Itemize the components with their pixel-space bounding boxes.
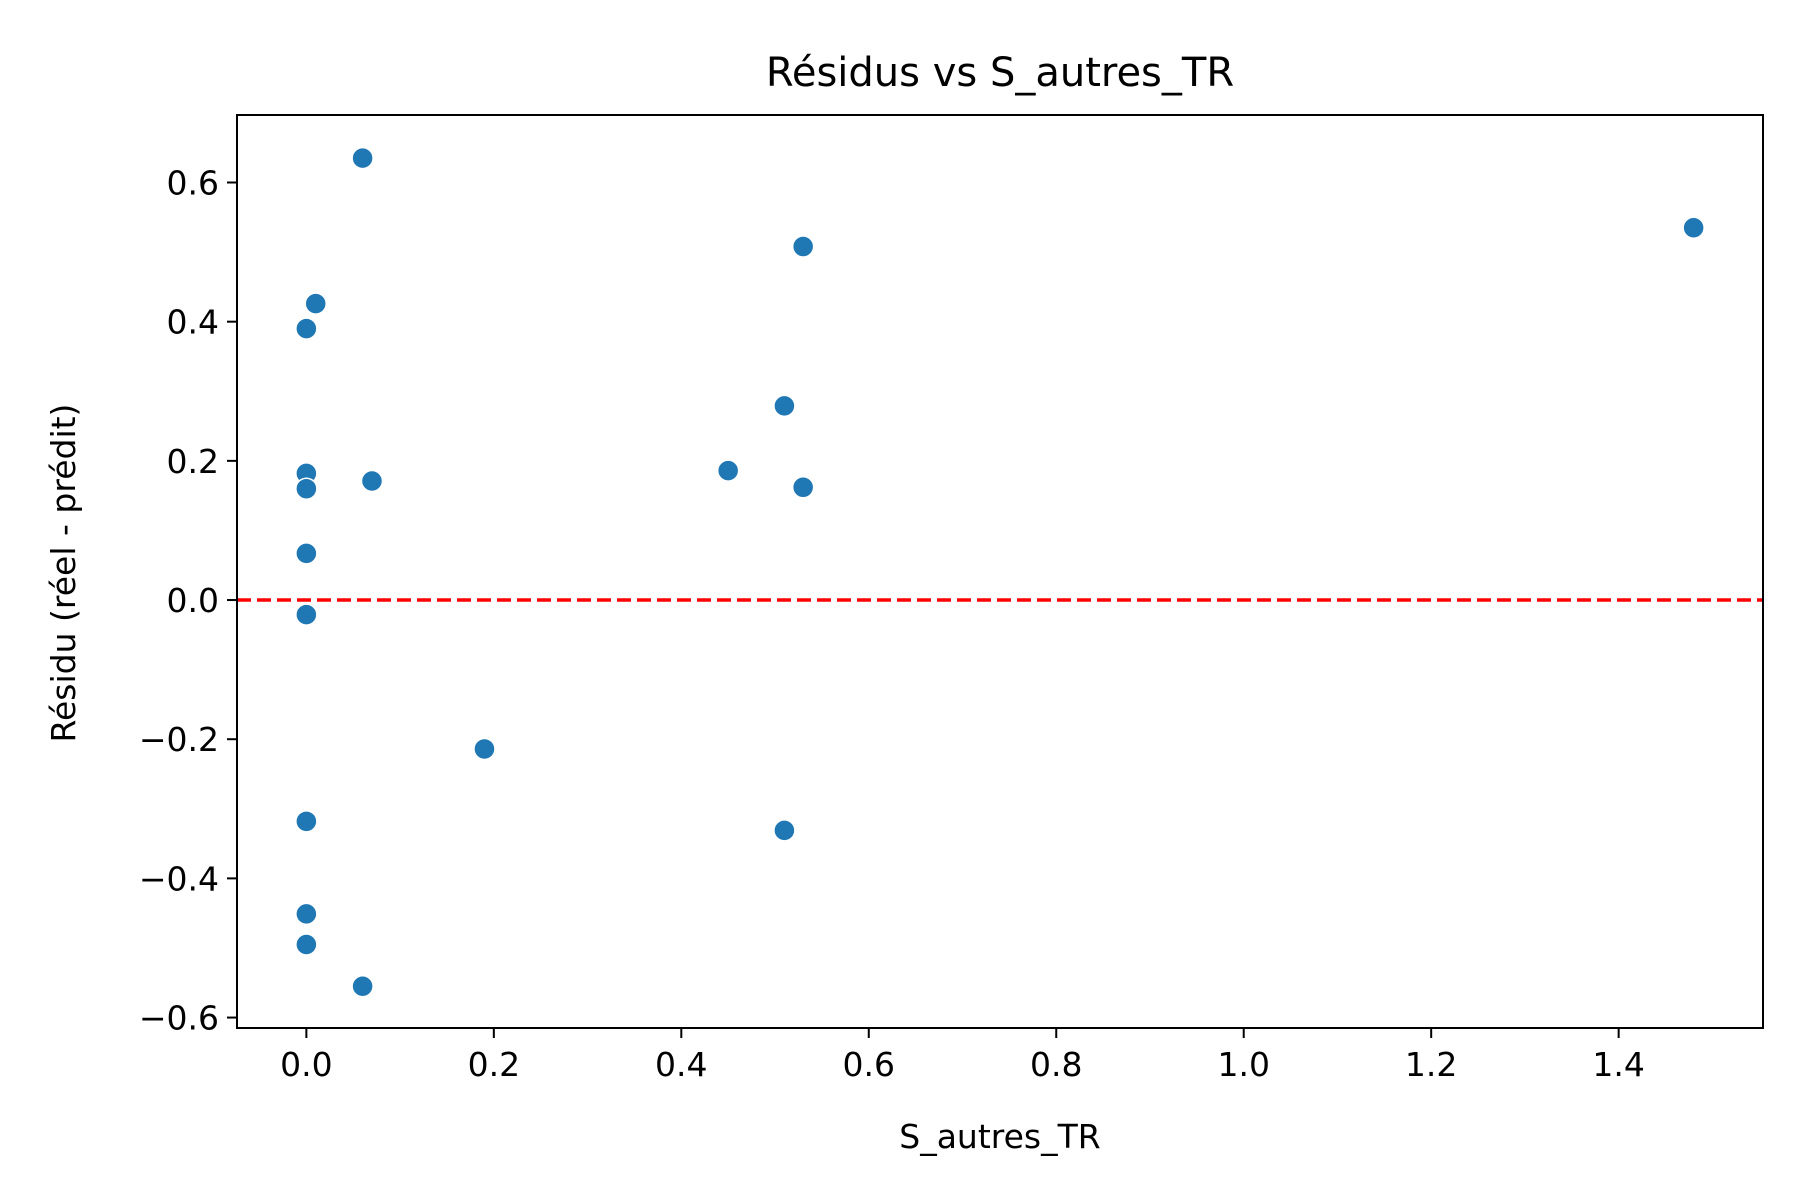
y-tick-label: 0.4 [167,303,219,342]
data-point [295,542,318,565]
data-point [791,235,815,258]
data-point [473,737,496,761]
x-tick-label: 0.2 [468,1045,520,1084]
y-tick-label: −0.6 [139,999,219,1038]
x-tick-label: 1.4 [1592,1045,1644,1084]
data-point [351,146,374,170]
x-axis-label: S_autres_TR [899,1117,1100,1156]
chart-title: Résidus vs S_autres_TR [766,50,1234,96]
y-tick-label: −0.2 [139,720,219,759]
data-point [773,819,796,842]
y-tick-label: 0.6 [167,164,219,203]
data-point [360,469,384,493]
data-point [295,902,318,926]
y-tick-label: −0.4 [139,859,219,898]
data-point [351,974,374,998]
data-point [773,394,796,418]
y-tick-label: 0.2 [167,442,219,481]
data-point [295,933,318,956]
data-point [791,476,815,499]
x-tick-label: 0.8 [1030,1045,1082,1084]
x-tick-label: 0.4 [655,1045,707,1084]
x-axis: 0.0 0.2 0.4 0.6 0.8 1.0 1.2 1.4 [280,1028,1645,1084]
plot-frame [236,114,1764,1029]
data-point [295,810,318,833]
y-axis-label: Résidu (réel - prédit) [44,404,83,743]
x-tick-label: 1.0 [1217,1045,1269,1084]
data-point [295,477,318,500]
x-tick-label: 0.0 [280,1045,332,1084]
data-point [1682,216,1705,239]
y-tick-label: 0.0 [167,581,219,620]
data-point [295,317,318,340]
x-tick-label: 1.2 [1405,1045,1457,1084]
x-tick-label: 0.6 [843,1045,895,1084]
data-point [304,292,327,315]
data-point [716,459,740,482]
data-point [295,603,318,626]
y-axis: −0.6 −0.4 −0.2 0.0 0.2 0.4 0.6 [139,164,237,1038]
plot-area [237,146,1763,998]
